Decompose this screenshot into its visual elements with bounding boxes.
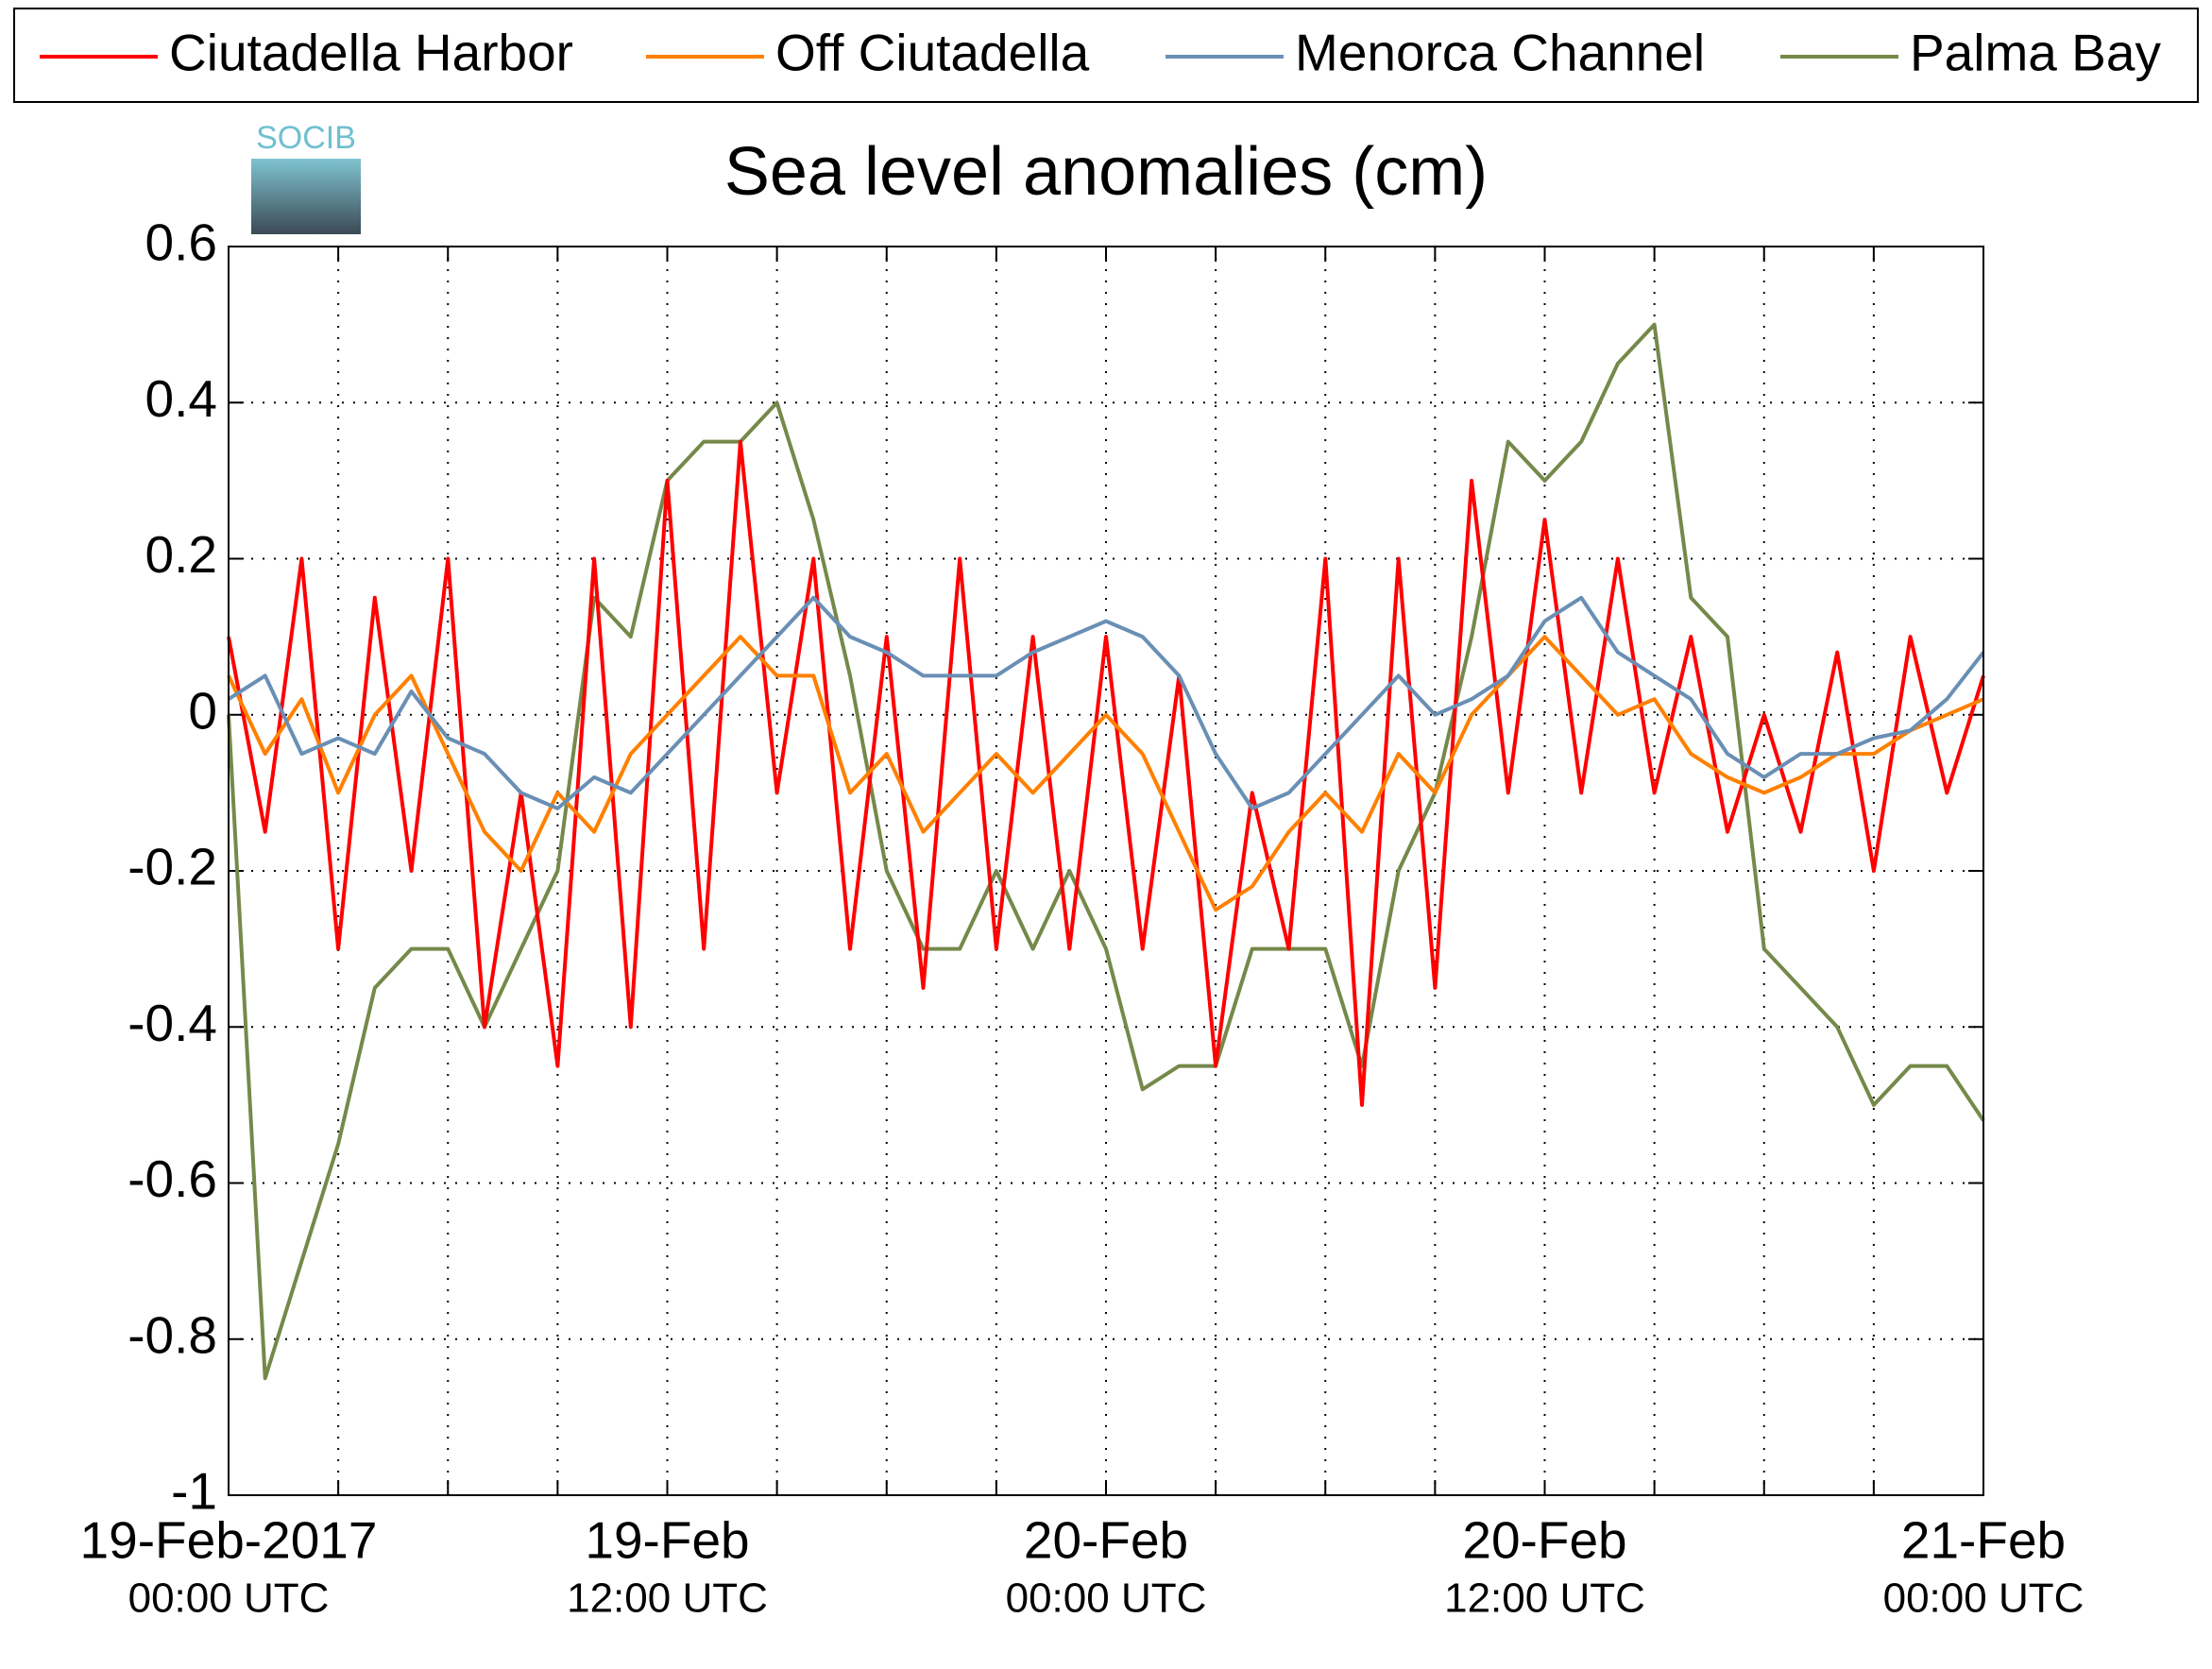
logo-image	[251, 159, 361, 234]
x-tick-sublabel: 12:00 UTC	[567, 1575, 768, 1622]
legend-label: Ciutadella Harbor	[169, 24, 573, 82]
plot-frame	[228, 246, 1984, 1496]
x-tick-label: 21-Feb	[1901, 1511, 2066, 1570]
logo: SOCIB	[251, 120, 361, 234]
y-tick-label: 0.6	[145, 213, 217, 272]
y-tick-label: 0.4	[145, 369, 217, 428]
series-line	[227, 595, 1985, 810]
chart-title: Sea level anomalies (cm)	[724, 134, 1488, 210]
x-tick-sublabel: 12:00 UTC	[1444, 1575, 1645, 1622]
y-tick-label: -0.8	[128, 1305, 217, 1364]
x-tick-label: 20-Feb	[1462, 1511, 1626, 1570]
series-line	[227, 635, 1984, 912]
x-tick-label: 20-Feb	[1024, 1511, 1188, 1570]
y-tick-label: -0.4	[128, 994, 217, 1052]
plot: -1 -0.8 -0.6 -0.4 -0.2 0 0.2 0.4 0.6 19-Feb-2017 0…	[80, 213, 2084, 1622]
x-tick-sublabel: 00:00 UTC	[128, 1575, 330, 1622]
legend-label: Off Ciutadella	[775, 24, 1090, 82]
x-tick-label: 19-Feb-2017	[80, 1511, 378, 1570]
y-tick-label: -0.2	[128, 838, 217, 896]
x-tick-sublabel: 00:00 UTC	[1883, 1575, 2084, 1622]
legend-label: Palma Bay	[1910, 24, 2161, 82]
y-tick-label: 0	[188, 681, 217, 740]
x-tick-label: 19-Feb	[585, 1511, 749, 1570]
y-tick-label: -0.6	[128, 1150, 217, 1208]
x-tick-sublabel: 00:00 UTC	[1006, 1575, 1207, 1622]
legend: Ciutadella Harbor Off Ciutadella Menorca C…	[13, 8, 2199, 103]
y-tick-label: -1	[171, 1462, 217, 1521]
series-line	[227, 322, 1985, 1381]
legend-label: Menorca Channel	[1295, 24, 1705, 82]
y-tick-label: 0.2	[145, 525, 217, 584]
logo-text: SOCIB	[256, 120, 356, 156]
